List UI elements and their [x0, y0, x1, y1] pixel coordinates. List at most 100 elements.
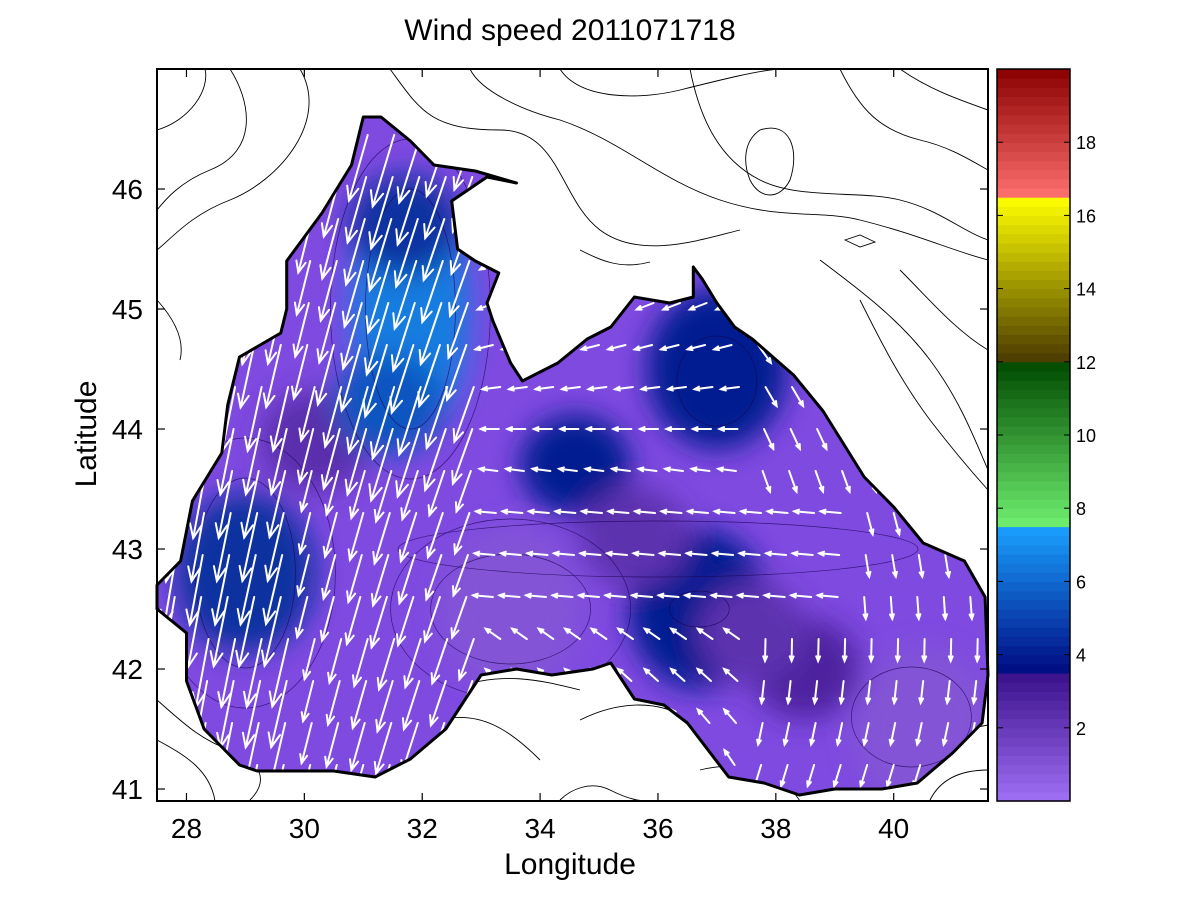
- wind-arrow: [712, 508, 736, 515]
- land-isoline: [559, 69, 781, 97]
- wind-arrow: [687, 302, 708, 311]
- colorbar-segment: [997, 233, 1070, 244]
- wind-arrow: [424, 386, 449, 451]
- wind-arrow: [789, 428, 801, 452]
- wind-arrow: [968, 596, 975, 622]
- colorbar-segment: [997, 435, 1070, 445]
- wind-arrow: [762, 592, 786, 599]
- wind-arrow: [324, 470, 340, 518]
- colorbar-segment: [997, 718, 1070, 729]
- plot-frame: [156, 68, 989, 802]
- wind-arrow: [711, 344, 733, 352]
- wind-arrow: [689, 466, 711, 473]
- wind-arrow: [695, 667, 712, 682]
- colorbar-segment: [997, 352, 1070, 363]
- colorbar-segment: [997, 773, 1070, 784]
- wind-arrow: [692, 385, 714, 392]
- land-isoline: [839, 69, 988, 171]
- colorbar-segment: [997, 590, 1070, 601]
- colorbar-segment: [997, 370, 1070, 381]
- wind-arrow: [632, 508, 656, 515]
- wind-arrow: [240, 470, 260, 541]
- wind-arrow: [430, 638, 449, 686]
- wind-arrow: [237, 344, 256, 410]
- wind-arrow: [816, 550, 841, 557]
- wind-arrow: [944, 680, 951, 706]
- colorbar-segment: [997, 709, 1070, 720]
- wind-arrow: [632, 344, 654, 352]
- wind-arrow: [659, 508, 683, 515]
- land-isoline: [157, 69, 207, 131]
- wind-arrow: [300, 680, 315, 724]
- wind-arrow: [479, 385, 502, 392]
- wind-arrow: [788, 638, 795, 664]
- wind-arrow: [556, 466, 578, 473]
- wind-arrow: [293, 260, 312, 317]
- colorbar-segment: [997, 563, 1070, 573]
- colorbar-segment: [997, 306, 1070, 317]
- wind-arrow: [785, 680, 792, 706]
- wind-arrow: [891, 554, 898, 580]
- colorbar-segment: [997, 663, 1070, 674]
- wind-arrow: [453, 512, 471, 556]
- wind-arrow: [684, 550, 708, 557]
- colorbar-segment: [997, 187, 1070, 198]
- wind-arrow: [418, 302, 443, 367]
- colorbar-segment: [997, 480, 1070, 491]
- wind-arrow: [217, 638, 237, 710]
- wind-arrow: [352, 638, 369, 689]
- colorbar-tick-label: 12: [1076, 353, 1096, 373]
- wind-arrow: [791, 386, 805, 409]
- wind-arrow: [642, 627, 661, 640]
- wind-arrow: [779, 764, 789, 789]
- wind-arrow: [423, 176, 447, 241]
- wind-arrow: [470, 592, 494, 599]
- wind-arrow: [375, 680, 394, 734]
- land-isoline: [929, 769, 988, 801]
- wind-arrow: [815, 638, 822, 664]
- colorbar-segment: [997, 572, 1070, 583]
- wind-arrow: [788, 592, 813, 599]
- wind-arrow: [347, 512, 365, 563]
- wind-arrow: [319, 596, 335, 644]
- wind-arrow: [526, 508, 550, 515]
- colorbar-tick-label: 4: [1076, 646, 1086, 666]
- wind-arrow: [400, 470, 419, 522]
- wind-arrow: [457, 638, 475, 682]
- wind-arrow: [298, 386, 316, 444]
- x-axis-label: Longitude: [504, 848, 636, 881]
- colorbar-ticks: 2 4 6 8 10 12 14 16 18: [997, 133, 1096, 739]
- wind-arrow: [476, 466, 499, 473]
- colorbar-segment: [997, 618, 1070, 628]
- colorbar-segment: [997, 398, 1070, 409]
- wind-arrow: [498, 550, 522, 557]
- colorbar-segment: [997, 746, 1070, 756]
- wind-arrow: [885, 764, 895, 789]
- wind-arrow: [816, 428, 828, 452]
- wind-arrow: [606, 508, 630, 515]
- wind-arrow: [722, 627, 740, 640]
- wind-arrow: [445, 344, 468, 403]
- wind-arrow: [327, 638, 343, 686]
- wind-arrow: [764, 386, 778, 409]
- wind-arrow: [451, 428, 474, 487]
- wind-arrow: [690, 426, 712, 432]
- wind-arrow: [448, 260, 471, 319]
- wind-arrow: [454, 470, 472, 514]
- sea-isoline: [195, 477, 296, 669]
- wind-arrow: [473, 508, 497, 515]
- wind-arrow: [302, 638, 316, 682]
- wind-arrow: [370, 554, 390, 608]
- wind-arrow: [341, 260, 365, 329]
- wind-arrow: [350, 680, 368, 731]
- wind-arrow: [368, 176, 394, 251]
- wind-arrow: [365, 260, 391, 335]
- sea-isoline: [676, 335, 758, 427]
- y-tick-label: 44: [112, 414, 143, 445]
- wind-arrow: [389, 344, 415, 416]
- wind-arrow: [244, 386, 263, 454]
- wind-arrow: [262, 554, 284, 627]
- colorbar-segment: [997, 581, 1070, 592]
- wind-arrow: [369, 596, 388, 650]
- colorbar-segment: [997, 489, 1070, 500]
